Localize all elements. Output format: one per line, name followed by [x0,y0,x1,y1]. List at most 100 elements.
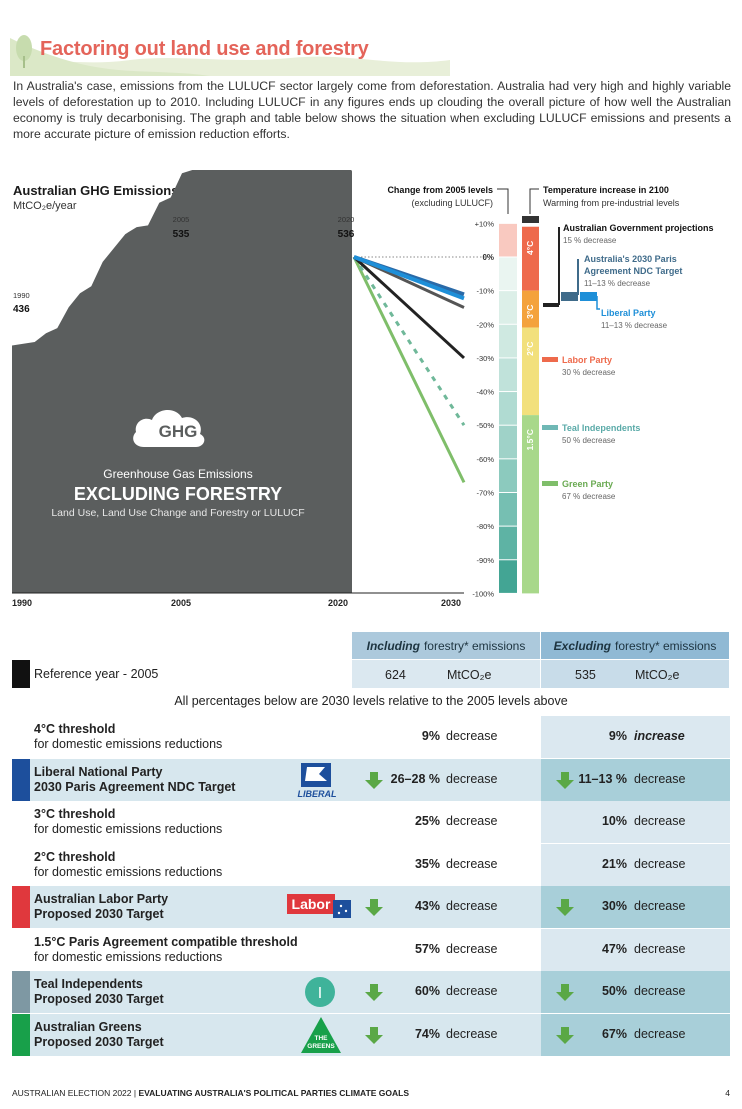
ytick-0: +10% [475,219,495,228]
svg-text:1990: 1990 [13,291,30,300]
footer-right: EVALUATING AUSTRALIA'S POLITICAL PARTIES… [138,1088,410,1098]
reference-marker [12,660,30,688]
incl-percent: 43% [414,899,440,913]
area-label-line2: EXCLUDING FORESTRY [74,484,282,504]
point-label-1990: 1990 436 [13,291,30,315]
change-cell-2 [499,291,517,324]
change-cell-10 [499,560,517,593]
temp-segment-2 [522,327,539,416]
down-arrow-icon [555,1025,575,1045]
legend-liberal: Liberal Party 11–13 % decrease [580,292,668,330]
svg-text:436: 436 [13,304,30,315]
xtick-1990: 1990 [12,598,32,608]
emissions-chart: Australian GHG Emissions MtCO₂e/year GHG… [11,170,714,608]
ytick-3: -20% [476,320,494,329]
row-label: Australian Greens Proposed 2030 Target [34,1020,164,1049]
svg-text:50 % decrease: 50 % decrease [562,436,616,445]
excl-percent: 21% [601,857,627,871]
reference-incl-unit: MtCO₂e [447,668,492,682]
temp-bar-title: Temperature increase in 2100 [543,185,669,195]
svg-text:15 % decrease: 15 % decrease [563,236,617,245]
svg-text:Labor: Labor [292,896,331,912]
point-label-2005: 2005 535 [173,215,190,240]
incl-percent: 35% [414,857,440,871]
change-cell-7 [499,459,517,492]
ytick-8: -70% [476,488,494,497]
svg-text:Agreement NDC Target: Agreement NDC Target [584,266,682,276]
incl-word: decrease [446,814,498,828]
table-row-1-5c-threshold: 1.5°C Paris Agreement compatible thresho… [12,929,730,971]
svg-text:LIBERAL: LIBERAL [298,789,337,799]
row-label: Liberal National Party 2030 Paris Agreeme… [34,765,236,794]
incl-percent: 57% [414,942,440,956]
table-row-4c-threshold: 4°C threshold for domestic emissions redu… [12,716,730,758]
table-row-teal-independents: Teal Independents Proposed 2030 Target 60%… [12,971,730,1013]
projection-line-5 [352,256,466,484]
ytick-10: -90% [476,556,494,565]
svg-text:Green Party: Green Party [562,479,613,489]
reference-excl-value: 535 [575,668,596,682]
excl-percent: 10% [601,814,627,828]
temp-label-1: 3°C [525,305,535,319]
down-arrow-icon [364,982,384,1002]
row-label: 1.5°C Paris Agreement compatible thresho… [34,935,298,964]
svg-text:11–13 % decrease: 11–13 % decrease [584,279,651,288]
projection-line-4 [352,256,466,427]
change-cell-1 [499,257,517,291]
svg-text:Liberal Party: Liberal Party [601,308,656,318]
change-cell-4 [499,358,517,392]
ytick-9: -80% [476,522,494,531]
svg-text:11–13 % decrease: 11–13 % decrease [601,321,668,330]
table-row-2c-threshold: 2°C threshold for domestic emissions redu… [12,844,730,886]
legend-labor: Labor Party 30 % decrease [542,355,616,377]
legend-gov: Australian Government projections 15 % d… [543,223,714,307]
reference-label: Reference year - 2005 [34,667,159,681]
tree-icon [16,35,32,61]
table-row-labor: Australian Labor Party Proposed 2030 Targ… [12,886,730,928]
incl-word: decrease [446,1027,498,1041]
temp-bar-cap [522,216,539,223]
area-label: GHG Greenhouse Gas Emissions EXCLUDING F… [51,409,305,519]
footer: AUSTRALIAN ELECTION 2022 | EVALUATING AU… [12,1088,730,1098]
incl-percent: 25% [414,814,440,828]
row-marker [12,971,30,1013]
excl-percent: 47% [601,942,627,956]
ytick-4: -30% [476,354,494,363]
legend-ndc: Australia's 2030 Paris Agreement NDC Tar… [561,254,682,301]
excl-word: decrease [634,857,686,871]
down-arrow-icon [555,770,575,790]
emissions-area [12,170,352,593]
row-marker [12,1014,30,1056]
temp-segment-3 [522,415,539,594]
cloud-icon [133,409,205,447]
excl-word: increase [634,729,685,743]
temp-segment-0 [522,226,539,291]
row-label: Teal Independents Proposed 2030 Target [34,977,164,1006]
legend-greens: Green Party 67 % decrease [542,479,616,501]
excl-word: decrease [634,942,686,956]
svg-text:536: 536 [338,229,355,240]
change-cell-6 [499,425,517,459]
table-row-liberal-national: Liberal National Party 2030 Paris Agreeme… [12,759,730,801]
ytick-1: 0% [482,253,494,262]
reference-row: Reference year - 2005 624 MtCO₂e 535 MtC… [12,660,730,688]
change-axis-title: Change from 2005 levels [387,185,493,195]
reference-incl-value: 624 [385,668,406,682]
xtick-2005: 2005 [171,598,191,608]
excl-word: decrease [634,984,686,998]
change-cell-8 [499,492,517,526]
page-title: Factoring out land use and forestry [40,38,369,60]
temp-label-2: 2°C [525,342,535,356]
temp-label-3: 1.5°C [525,429,535,450]
svg-text:535: 535 [173,229,190,240]
svg-text:THE: THE [315,1035,329,1042]
incl-word: decrease [446,772,498,786]
row-marker [12,886,30,928]
change-cell-3 [499,324,517,358]
excl-percent: 50% [601,984,627,998]
incl-word: decrease [446,942,498,956]
projection-line-3 [352,255,466,360]
excl-percent: 30% [601,899,627,913]
row-marker [12,759,30,801]
legend-teal: Teal Independents 50 % decrease [542,423,640,445]
